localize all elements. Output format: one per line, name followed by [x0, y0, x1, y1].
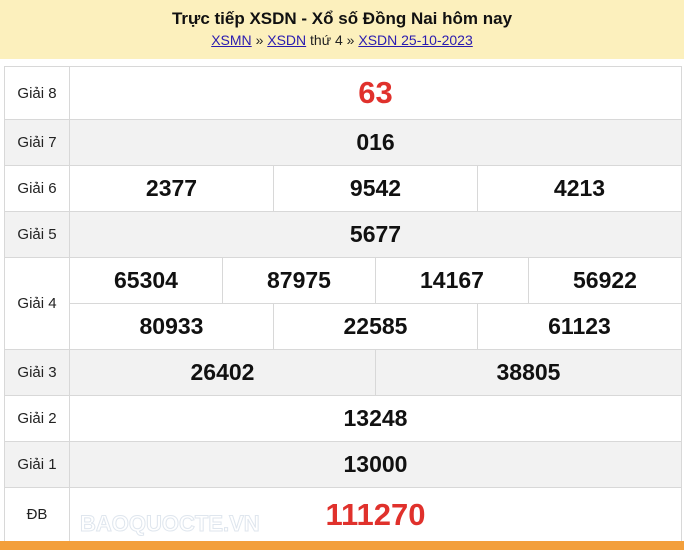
- prize-label: Giải 4: [4, 257, 70, 350]
- prize-label: Giải 2: [4, 395, 70, 442]
- prize-label: Giải 5: [4, 211, 70, 258]
- prize-number: 65304: [69, 257, 223, 304]
- breadcrumb-day: thứ 4: [310, 32, 343, 48]
- prize-label: Giải 6: [4, 165, 70, 212]
- row-giai-4: Giải 4 65304 87975 14167 56922: [4, 257, 682, 350]
- prize-number: 63: [69, 66, 682, 120]
- page-title: Trực tiếp XSDN - Xổ số Đồng Nai hôm nay: [171, 9, 513, 28]
- breadcrumb: XSMN » XSDN thứ 4 » XSDN 25-10-2023: [0, 31, 684, 49]
- footer-bar: [0, 541, 684, 550]
- breadcrumb-xsmn[interactable]: XSMN: [211, 32, 252, 48]
- page-header: Trực tiếp XSDN - Xổ số Đồng Nai hôm nay …: [0, 0, 684, 59]
- prize-number: 26402: [69, 349, 376, 396]
- prize-number: 38805: [375, 349, 682, 396]
- prize-label: Giải 3: [4, 349, 70, 396]
- row-giai-1: Giải 1 13000: [4, 441, 682, 488]
- prize-number: 016: [69, 119, 682, 166]
- prize-number: 87975: [222, 257, 376, 304]
- prize-number: 22585: [273, 303, 478, 350]
- prize-number-special: 111270: [69, 487, 682, 542]
- prize-label: Giải 1: [4, 441, 70, 488]
- breadcrumb-date[interactable]: XSDN 25-10-2023: [358, 32, 473, 48]
- breadcrumb-xsdn[interactable]: XSDN: [267, 32, 307, 48]
- breadcrumb-sep: »: [255, 32, 264, 48]
- prize-number: 14167: [375, 257, 529, 304]
- prize-label: Giải 8: [4, 66, 70, 120]
- breadcrumb-sep: »: [346, 32, 355, 48]
- prize-number: 80933: [69, 303, 274, 350]
- row-giai-6: Giải 6 2377 9542 4213: [4, 165, 682, 212]
- row-giai-2: Giải 2 13248: [4, 395, 682, 442]
- row-giai-5: Giải 5 5677: [4, 211, 682, 258]
- prize-number: 9542: [273, 165, 478, 212]
- prize-number: 13000: [69, 441, 682, 488]
- prize-number: 56922: [528, 257, 682, 304]
- prize-number: 4213: [477, 165, 682, 212]
- prize-label: ĐB: [4, 487, 70, 542]
- row-giai-4b: 80933 22585 61123: [5, 303, 682, 350]
- prize-number: 2377: [69, 165, 274, 212]
- prize-label: Giải 7: [4, 119, 70, 166]
- prize-number: 5677: [69, 211, 682, 258]
- row-giai-3: Giải 3 26402 38805: [4, 349, 682, 396]
- results-table: Giải 8 63 Giải 7 016 Giải 6 2377 9542 4213 Gi…: [4, 66, 682, 542]
- row-giai-8: Giải 8 63: [4, 66, 682, 120]
- row-dac-biet: ĐB 111270: [4, 487, 682, 542]
- prize-number: 61123: [477, 303, 682, 350]
- prize-number: 13248: [69, 395, 682, 442]
- row-giai-7: Giải 7 016: [4, 119, 682, 166]
- watermark: BAOQUOCTE.VN: [80, 511, 261, 536]
